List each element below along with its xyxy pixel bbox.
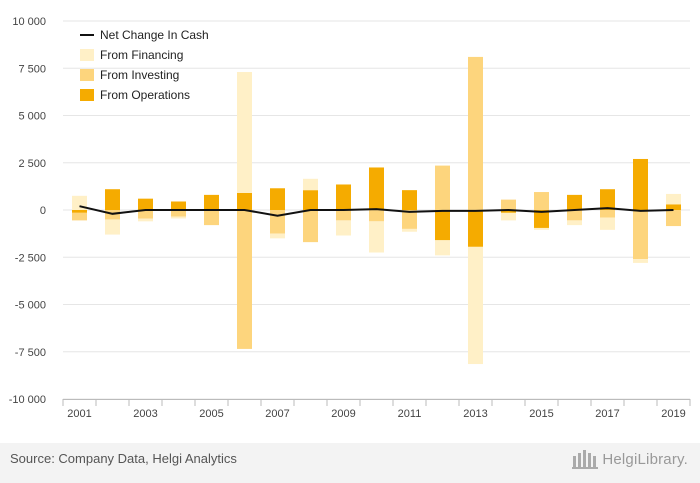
- source-text: Source: Company Data, Helgi Analytics: [10, 451, 237, 466]
- x-tick-label: 2019: [661, 408, 685, 420]
- x-tick-label: 2007: [265, 408, 289, 420]
- logo-text: HelgiLibrary.: [602, 450, 688, 468]
- bar-from-financing: [666, 193, 681, 205]
- bar-from-investing: [567, 210, 582, 221]
- bar-from-operations: [435, 210, 450, 241]
- legend-swatch: [80, 69, 94, 81]
- bar-from-operations: [105, 189, 120, 210]
- x-tick-label: 2009: [331, 408, 355, 420]
- legend-label: Net Change In Cash: [100, 28, 209, 42]
- bar-from-financing: [369, 221, 384, 253]
- bar-from-investing: [402, 210, 417, 229]
- bar-from-financing: [336, 220, 351, 236]
- y-tick-label: 5 000: [18, 111, 46, 123]
- legend: Net Change In Cash From Financing From Inv…: [80, 28, 209, 102]
- bar-from-investing: [171, 210, 186, 217]
- axes: -10 000 -7 500 -5 000 -2 500 0 2 500 5 000 7 50…: [9, 16, 691, 420]
- legend-label: From Investing: [100, 68, 179, 82]
- legend-label: From Operations: [100, 88, 190, 102]
- bar-from-financing: [303, 178, 318, 191]
- net-change-line: [79, 205, 674, 217]
- bar-from-financing: [534, 227, 549, 230]
- bar-from-financing: [633, 259, 648, 263]
- bar-from-investing: [303, 210, 318, 243]
- bar-from-financing: [237, 72, 252, 193]
- bar-from-operations: [567, 194, 582, 210]
- bar-from-investing: [468, 56, 483, 210]
- legend-label: From Financing: [100, 48, 183, 62]
- helgi-library-logo: HelgiLibrary.: [572, 448, 688, 470]
- y-tick-label: -2 500: [15, 252, 46, 264]
- bar-from-investing: [369, 210, 384, 222]
- bar-from-financing: [567, 220, 582, 226]
- bar-from-operations: [72, 210, 87, 213]
- bar-from-investing: [270, 210, 285, 234]
- legend-swatch: [80, 49, 94, 61]
- net-change-line-layer: [79, 205, 674, 217]
- bar-from-investing: [138, 210, 153, 219]
- bar-from-operations: [369, 167, 384, 210]
- bar-from-financing: [468, 246, 483, 365]
- x-tick-label: 2011: [398, 408, 422, 420]
- bar-from-operations: [303, 190, 318, 210]
- footer: Source: Company Data, Helgi Analytics He…: [0, 443, 700, 483]
- bar-from-operations: [600, 189, 615, 210]
- x-tick-label: 2001: [67, 408, 91, 420]
- legend-swatch: [80, 89, 94, 101]
- y-tick-label: -7 500: [15, 347, 46, 359]
- x-tick-label: 2003: [133, 408, 157, 420]
- bar-from-financing: [171, 216, 186, 219]
- bar-from-investing: [633, 210, 648, 260]
- bar-from-operations: [468, 210, 483, 247]
- x-tick-label: 2015: [529, 408, 553, 420]
- y-tick-label: -5 000: [15, 300, 46, 312]
- y-tick-label: 7 500: [18, 63, 46, 75]
- bar-from-operations: [666, 204, 681, 210]
- bar-from-operations: [270, 188, 285, 210]
- bar-from-investing: [501, 199, 516, 210]
- bar-from-investing: [237, 210, 252, 349]
- bar-from-investing: [534, 192, 549, 210]
- bar-from-investing: [435, 165, 450, 210]
- bar-from-financing: [105, 219, 120, 235]
- bar-from-investing: [204, 210, 219, 226]
- y-tick-label: 0: [40, 205, 46, 217]
- bar-from-operations: [336, 184, 351, 210]
- bar-from-financing: [270, 233, 285, 239]
- x-tick-label: 2017: [595, 408, 619, 420]
- bar-from-financing: [138, 218, 153, 222]
- bar-from-financing: [402, 228, 417, 232]
- bar-from-operations: [237, 192, 252, 210]
- bar-from-operations: [171, 201, 186, 210]
- y-tick-label: -10 000: [9, 394, 46, 406]
- bar-from-operations: [138, 198, 153, 210]
- cash-flow-chart: -10 000 -7 500 -5 000 -2 500 0 2 500 5 000 7 50…: [9, 16, 691, 420]
- library-building-icon: [572, 450, 599, 469]
- y-tick-label: 2 500: [18, 158, 46, 170]
- x-tick-label: 2005: [199, 408, 223, 420]
- bar-from-operations: [402, 190, 417, 210]
- bar-from-operations: [204, 194, 219, 210]
- bar-from-financing: [435, 240, 450, 256]
- bar-from-investing: [666, 210, 681, 227]
- bar-from-financing: [600, 217, 615, 230]
- bar-from-financing: [501, 212, 516, 221]
- bar-from-investing: [336, 210, 351, 221]
- bar-from-operations: [534, 210, 549, 228]
- bar-from-investing: [72, 212, 87, 221]
- bar-from-operations: [633, 158, 648, 210]
- bar-from-operations: [501, 210, 516, 213]
- bar-from-investing: [600, 210, 615, 218]
- y-tick-label: 10 000: [12, 16, 46, 28]
- bars: [72, 56, 681, 365]
- x-tick-label: 2013: [463, 408, 487, 420]
